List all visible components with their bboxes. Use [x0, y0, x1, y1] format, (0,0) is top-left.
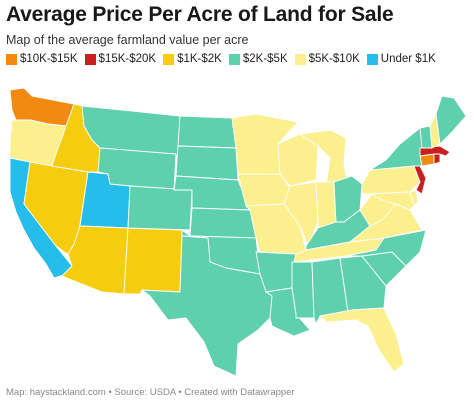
page-title: Average Price Per Acre of Land for Sale	[6, 3, 394, 26]
legend-item-5k-10k: $5K-$10K	[294, 53, 360, 65]
state-tx[interactable]	[141, 235, 273, 377]
legend-swatch	[84, 53, 96, 65]
state-nd[interactable]	[177, 115, 237, 149]
state-in[interactable]	[315, 181, 337, 229]
legend-label: $1K-$2K	[177, 53, 222, 65]
legend-swatch	[6, 53, 17, 65]
subtitle: Map of the average farmland value per ac…	[6, 33, 249, 47]
legend-label: $5K-$10K	[308, 53, 360, 65]
legend-label: $10K-$15K	[20, 53, 78, 65]
state-ri[interactable]	[433, 153, 441, 165]
legend-label: $2K-$5K	[242, 53, 288, 65]
legend-item-1k-2k: $1K-$2K	[163, 53, 222, 65]
state-ks[interactable]	[189, 207, 257, 239]
legend-item-under-1k: Under $1K	[366, 53, 436, 65]
state-nm[interactable]	[123, 227, 183, 295]
legend-label: $15K-$20K	[98, 53, 157, 65]
state-me[interactable]	[435, 95, 467, 145]
legend-item-15k-20k: $15K-$20K	[84, 53, 157, 65]
legend-item-10k-15k: $10K-$15K	[6, 53, 78, 65]
state-sd[interactable]	[175, 145, 239, 181]
legend-swatch	[294, 53, 306, 65]
legend-item-2k-5k: $2K-$5K	[228, 53, 288, 65]
footer-credits: Map: haystackland.com • Source: USDA • C…	[6, 387, 295, 398]
legend-swatch	[228, 53, 240, 65]
state-de[interactable]	[409, 189, 419, 207]
state-ia[interactable]	[237, 173, 291, 207]
legend-swatch	[163, 53, 175, 65]
legend: $10K-$15K $15K-$20K $1K-$2K $2K-$5K $5K-…	[6, 53, 436, 65]
state-ms[interactable]	[291, 261, 315, 319]
legend-swatch	[366, 53, 378, 65]
state-fl[interactable]	[319, 307, 405, 373]
legend-label: Under $1K	[380, 53, 436, 65]
state-ma[interactable]	[419, 145, 451, 157]
us-state-map	[9, 87, 467, 377]
state-wy[interactable]	[97, 147, 177, 191]
state-co[interactable]	[127, 185, 193, 231]
